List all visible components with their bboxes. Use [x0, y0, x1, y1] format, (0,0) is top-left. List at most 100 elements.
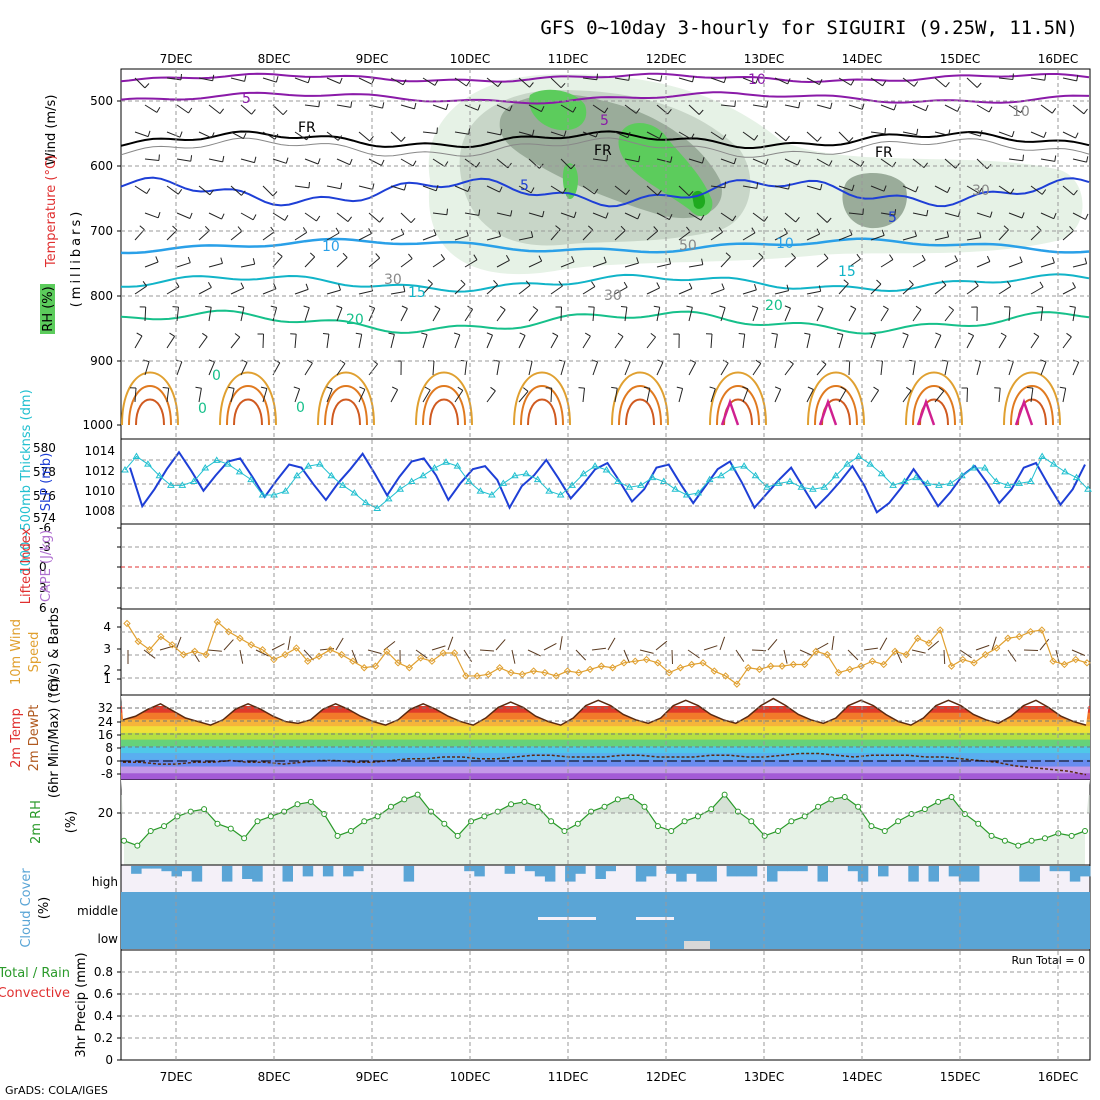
wind-barb-flag — [460, 279, 466, 285]
wind-barb-flag — [595, 131, 599, 138]
wind-barb-flag — [906, 386, 912, 392]
wind-barb-flag — [882, 80, 887, 87]
wind-barb — [272, 307, 278, 322]
surface-temperature-contour — [422, 385, 466, 426]
wind-barb-flag — [401, 305, 408, 309]
dewpt2m-label: 2m DewPt — [27, 705, 42, 772]
wind-barb — [230, 388, 235, 403]
wind10m-barb — [1071, 649, 1086, 656]
wind-barb — [528, 158, 540, 169]
wind-barb — [144, 212, 159, 219]
wind-barb — [592, 361, 599, 376]
wind-barb-flag — [1006, 281, 1012, 287]
rh2m-point — [227, 825, 234, 832]
wind10m-speed-point — [925, 639, 933, 647]
rh2m-point — [654, 823, 661, 830]
temp2m-label: 2m Temp — [9, 708, 24, 768]
wind-barb-flag — [686, 305, 693, 308]
wind-barb-flag — [143, 359, 150, 363]
high-cloud-bar — [242, 866, 253, 879]
wind10m-speed-point — [405, 664, 414, 672]
high-cloud-bar — [948, 866, 960, 877]
wind-barb — [262, 388, 268, 403]
temp2m-units-label: (6hr Min/Max) (°C) — [47, 678, 62, 798]
wind-barb — [774, 290, 789, 295]
wind-barb — [688, 264, 703, 268]
wind-barb-flag — [1036, 306, 1043, 308]
wind-barb — [560, 158, 572, 170]
thickness-point — [419, 471, 427, 479]
y-tick-label: 20 — [98, 806, 113, 820]
wind-barb — [806, 185, 821, 191]
wind-barb — [1040, 361, 1047, 376]
wind-barb — [176, 104, 189, 114]
wind10m-barb — [271, 643, 285, 651]
wind-barb-flag — [219, 108, 225, 114]
wind-barb — [144, 261, 159, 268]
wind-barb — [816, 308, 824, 322]
wind-barb-flag — [732, 215, 737, 222]
wind10m-speed-point — [947, 662, 956, 670]
x-tick-label-bottom: 15DEC — [940, 1070, 980, 1084]
wind-barb — [912, 104, 927, 112]
wind-barb — [230, 230, 243, 241]
surface-temperature-contour — [415, 371, 473, 426]
surface-temperature-contour — [912, 385, 956, 426]
wind-barb — [752, 307, 759, 322]
wind-barb — [582, 77, 597, 81]
wind-barb-flag — [372, 183, 375, 190]
wind-barb-flag — [205, 305, 212, 308]
wind-barb — [912, 259, 926, 268]
thickness-point — [178, 481, 187, 488]
wind-barb — [208, 262, 223, 268]
wind-barb — [422, 389, 431, 403]
wind-barb-flag — [948, 305, 954, 311]
wind-barb — [614, 286, 628, 295]
high-cloud-bar — [1029, 866, 1040, 882]
high-cloud-bar — [847, 866, 859, 872]
wind-barb — [422, 77, 436, 86]
wind-barb-flag — [783, 227, 788, 234]
wind-barb-flag — [188, 107, 193, 114]
wind-barb — [336, 212, 349, 222]
wind-barb-flag — [771, 332, 778, 335]
wind10m-barb — [383, 641, 396, 651]
wind10m-barb — [367, 649, 382, 655]
wind-barb-flag — [722, 134, 727, 140]
y-tick-label: -8 — [101, 767, 113, 781]
y-tick-label: 800 — [90, 289, 113, 303]
wind-barb — [656, 158, 671, 163]
wind-barb-flag — [1073, 189, 1078, 196]
wind-barb-flag — [861, 103, 865, 110]
thickness-point — [728, 464, 737, 471]
thickness-point — [556, 491, 565, 498]
thickness-point — [682, 491, 691, 498]
rh-legend-swatch — [40, 284, 55, 334]
rh2m-point — [454, 832, 461, 839]
wind-barb-flag — [284, 214, 289, 221]
wind-barb-flag — [807, 386, 814, 390]
pressure-ticks: 500 600 700 800 900 1000 — [82, 94, 121, 432]
cloud-cover-label: Cloud Cover — [19, 868, 34, 948]
wind-barb-flag — [318, 100, 320, 107]
wind-barb-flag — [733, 157, 737, 164]
wind-barb — [1040, 158, 1055, 162]
wind-barb-flag — [787, 78, 791, 85]
wind-barb — [326, 232, 340, 241]
rh2m-point — [334, 832, 341, 839]
wind-barb-flag — [435, 184, 439, 191]
wind-barb-flag — [522, 387, 529, 392]
wind-barb — [966, 285, 979, 295]
wind-barb — [870, 131, 885, 135]
wind-barb-flag — [403, 285, 406, 292]
wind-barb — [432, 158, 445, 168]
wind-barb — [1072, 104, 1085, 115]
wind-barb-flag — [209, 189, 214, 196]
wind-barb — [272, 256, 283, 268]
wind-barb-flag — [369, 135, 374, 142]
wind10m-speed-point — [428, 657, 436, 665]
wind-barb-flag — [751, 227, 756, 234]
wind-barb — [976, 158, 988, 170]
wind-barb — [944, 260, 958, 268]
surface-temperature-contour — [520, 385, 564, 426]
